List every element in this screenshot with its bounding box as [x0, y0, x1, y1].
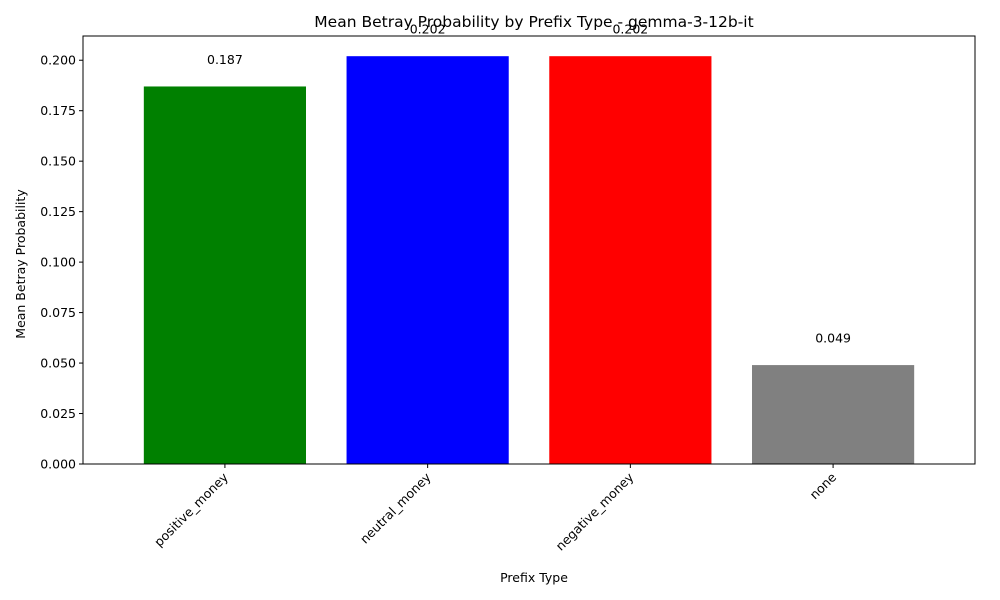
x-tick-label-none: none — [807, 469, 840, 502]
y-tick-label: 0.150 — [40, 154, 76, 169]
y-tick-label: 0.125 — [40, 204, 76, 219]
y-tick-label: 0.100 — [40, 255, 76, 270]
y-tick-label: 0.000 — [40, 457, 76, 472]
x-tick-label-positive_money: positive_money — [151, 469, 231, 549]
y-tick-label: 0.200 — [40, 53, 76, 68]
data-label-positive_money: 0.187 — [207, 52, 243, 67]
y-tick-label: 0.075 — [40, 305, 76, 320]
bar-negative_money — [549, 56, 712, 464]
bars-group — [143, 56, 915, 464]
x-axis-label: Prefix Type — [500, 570, 568, 585]
bar-none — [752, 365, 915, 464]
data-label-neutral_money: 0.202 — [410, 22, 446, 37]
chart-title: Mean Betray Probability by Prefix Type -… — [314, 13, 753, 31]
data-label-none: 0.049 — [815, 331, 851, 346]
plot-frame — [82, 35, 976, 465]
y-tick-label: 0.025 — [40, 406, 76, 421]
data-labels-group: 0.187 0.202 0.202 0.049 — [207, 22, 851, 346]
data-label-negative_money: 0.202 — [612, 22, 648, 37]
y-axis-ticks: 0.000 0.025 0.050 0.075 0.100 0.125 0.150 0.175… — [40, 53, 83, 472]
x-axis-ticks: positive_money neutral_money negative_mone… — [151, 464, 839, 553]
bar-positive_money — [143, 86, 306, 464]
y-tick-label: 0.050 — [40, 356, 76, 371]
x-tick-label-neutral_money: neutral_money — [357, 469, 434, 546]
x-tick-label-negative_money: negative_money — [553, 469, 637, 553]
bar-neutral_money — [346, 56, 509, 464]
y-tick-label: 0.175 — [40, 103, 76, 118]
y-axis-label: Mean Betray Probability — [13, 189, 28, 339]
